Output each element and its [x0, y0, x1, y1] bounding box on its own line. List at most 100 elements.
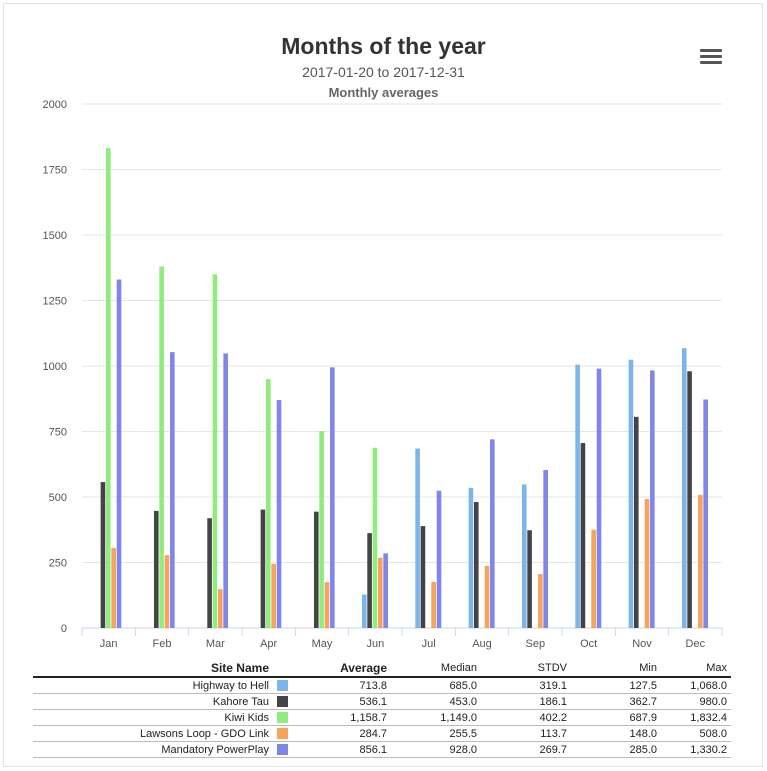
menu-icon[interactable]: [700, 49, 722, 67]
header-max: Max: [661, 660, 731, 678]
stdv-cell: 319.1: [481, 677, 571, 694]
bar: [415, 448, 420, 628]
bar: [543, 470, 548, 628]
site-name-cell: Lawsons Loop - GDO Link: [33, 725, 273, 742]
statistics-table: Site Name Average Median STDV Min Max Hi…: [33, 660, 731, 758]
x-tick-label: Nov: [632, 638, 652, 650]
color-swatch-cell: [273, 709, 301, 726]
stdv-cell: 113.7: [481, 725, 571, 742]
bar: [260, 509, 266, 628]
max-cell: 980.0: [661, 693, 731, 710]
table-row: Highway to Hell 713.8 685.0 319.1 127.5 1,068…: [33, 677, 731, 694]
chart-subtitle: 2017-01-20 to 2017-12-31: [302, 64, 465, 80]
chart-container: [3, 3, 763, 767]
bar: [436, 490, 442, 628]
header-stdv: STDV: [481, 660, 571, 678]
header-site-name: Site Name: [33, 660, 273, 678]
bar: [650, 370, 655, 628]
bar: [484, 565, 490, 628]
x-tick-label: Mar: [206, 638, 225, 650]
bar: [687, 371, 692, 628]
bar: [431, 581, 436, 628]
y-tick-label: 1250: [43, 296, 67, 308]
bar: [223, 353, 228, 628]
header-min: Min: [571, 660, 661, 678]
x-tick-label: Jun: [366, 638, 384, 650]
bar: [468, 487, 474, 628]
min-cell: 362.7: [571, 693, 661, 710]
bar: [591, 529, 596, 628]
site-name-cell: Mandatory PowerPlay: [33, 741, 273, 758]
bar: [265, 379, 271, 628]
x-tick-label: Jan: [100, 638, 118, 650]
bar: [100, 482, 106, 628]
color-swatch-cell: [273, 741, 301, 758]
bar-chart: 0 250 500 750 1000 1250 1500 1750 2000 Jan Feb Mar A…: [43, 99, 723, 650]
series-color-swatch: [277, 744, 288, 756]
average-cell: 536.1: [301, 693, 391, 710]
x-tick-label: Sep: [526, 638, 546, 650]
bar: [324, 582, 330, 628]
y-tick-label: 250: [49, 558, 67, 570]
bar: [116, 279, 122, 628]
series-color-swatch: [277, 680, 288, 692]
median-cell: 453.0: [391, 693, 481, 710]
site-name-cell: Kiwi Kids: [33, 709, 273, 726]
bar: [420, 526, 426, 628]
bar: [367, 533, 372, 628]
series-color-swatch: [277, 728, 288, 740]
bar: [521, 484, 527, 628]
bar: [105, 148, 111, 629]
x-tick-label: Oct: [580, 638, 597, 650]
bar: [276, 400, 282, 628]
chart-subtitle-secondary: Monthly averages: [328, 85, 439, 100]
x-tick-label: Apr: [260, 638, 277, 650]
min-cell: 148.0: [571, 725, 661, 742]
min-cell: 285.0: [571, 741, 661, 758]
chart-title: Months of the year: [281, 33, 486, 59]
bar: [153, 510, 159, 628]
color-swatch-cell: [273, 677, 301, 694]
y-tick-label: 1000: [43, 361, 67, 373]
average-cell: 1,158.7: [301, 709, 391, 726]
series-color-swatch: [277, 712, 288, 724]
bar: [159, 266, 164, 628]
bar: [164, 555, 170, 628]
y-tick-label: 750: [49, 427, 67, 439]
bar: [207, 518, 212, 628]
average-cell: 713.8: [301, 677, 391, 694]
x-tick-label: May: [312, 638, 333, 650]
median-cell: 1,149.0: [391, 709, 481, 726]
series-color-swatch: [277, 696, 288, 708]
min-cell: 127.5: [571, 677, 661, 694]
bar: [681, 348, 687, 628]
max-cell: 1,832.4: [661, 709, 731, 726]
table-row: Kahore Tau 536.1 453.0 186.1 362.7 980.0: [33, 693, 731, 710]
bar: [538, 574, 543, 628]
bar: [644, 499, 650, 628]
color-swatch-cell: [273, 693, 301, 710]
stdv-cell: 186.1: [481, 693, 571, 710]
table-row: Lawsons Loop - GDO Link 284.7 255.5 113.7 14…: [33, 725, 731, 742]
color-swatch-cell: [273, 725, 301, 742]
bar: [580, 443, 586, 628]
average-cell: 856.1: [301, 741, 391, 758]
bar: [111, 548, 116, 628]
table-row: Mandatory PowerPlay 856.1 928.0 269.7 285.0 1…: [33, 741, 731, 758]
max-cell: 1,330.2: [661, 741, 731, 758]
y-tick-label: 1750: [43, 165, 67, 177]
bar: [383, 553, 388, 628]
bar: [703, 399, 708, 628]
bar: [271, 563, 276, 628]
header-median: Median: [391, 660, 481, 678]
bar: [575, 364, 580, 628]
header-average: Average: [301, 660, 391, 678]
max-cell: 508.0: [661, 725, 731, 742]
y-tick-label: 0: [61, 623, 67, 635]
average-cell: 284.7: [301, 725, 391, 742]
bar: [372, 447, 378, 628]
bar: [313, 511, 319, 628]
bar: [473, 501, 479, 628]
x-tick-label: Jul: [422, 638, 436, 650]
bar: [330, 367, 335, 628]
